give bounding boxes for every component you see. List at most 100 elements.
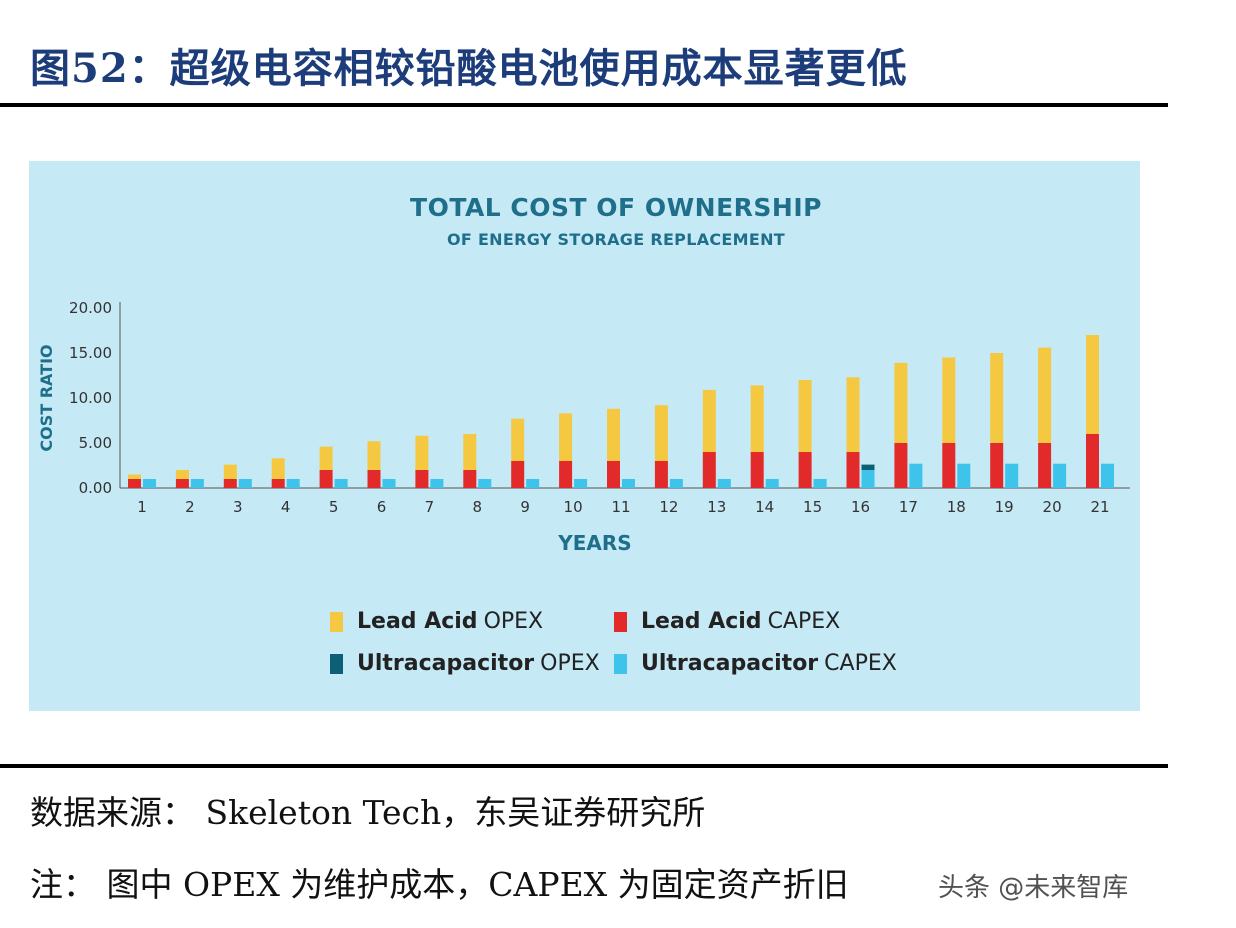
bar-lead-acid-capex-year-13: [702, 452, 716, 488]
bar-ultracapacitor-capex-year-10: [574, 479, 588, 488]
legend-item-lead-capex: Lead Acid CAPEX: [614, 609, 840, 634]
bar-ultracapacitor-capex-year-11: [622, 479, 635, 488]
y-tick-label: 10.00: [69, 389, 112, 407]
legend-item-ultra-opex: Ultracapacitor OPEX: [330, 651, 600, 676]
bar-lead-acid-opex-year-7: [415, 435, 429, 470]
x-tick-label: 18: [947, 498, 966, 516]
chart-subtitle: OF ENERGY STORAGE REPLACEMENT: [446, 230, 786, 249]
y-tick-label: 5.00: [79, 434, 112, 452]
bar-ultracapacitor-capex-year-2: [190, 479, 204, 488]
bar-lead-acid-opex-year-10: [559, 413, 573, 461]
bar-lead-acid-opex-year-20: [1038, 347, 1052, 443]
bar-lead-acid-opex-year-6: [367, 441, 381, 470]
y-tick-label: 15.00: [69, 344, 112, 362]
bar-lead-acid-capex-year-2: [175, 479, 189, 488]
y-tick-label: 0.00: [79, 479, 112, 497]
x-tick-label: 11: [611, 498, 630, 516]
bar-ultracapacitor-capex-year-6: [382, 479, 396, 488]
bar-lead-acid-opex-year-16: [846, 377, 860, 452]
bar-ultracapacitor-capex-year-14: [765, 479, 779, 488]
legend-label-rest: OPEX: [540, 651, 600, 676]
bar-ultracapacitor-capex-year-7: [430, 479, 444, 488]
chart-title: TOTAL COST OF OWNERSHIP: [410, 193, 822, 222]
bar-lead-acid-opex-year-8: [463, 434, 477, 470]
bar-lead-acid-opex-year-13: [702, 389, 716, 452]
bar-ultracapacitor-capex-year-21: [1101, 463, 1114, 488]
bar-ultracapacitor-capex-year-19: [1005, 463, 1019, 488]
legend-label-bold: Ultracapacitor: [641, 651, 819, 676]
legend-item-ultra-capex: Ultracapacitor CAPEX: [614, 651, 897, 676]
y-tick-label: 20.00: [69, 299, 112, 317]
bar-lead-acid-opex-year-15: [798, 380, 812, 452]
x-tick-label: 5: [329, 498, 339, 516]
x-tick-label: 4: [281, 498, 291, 516]
x-tick-label: 6: [377, 498, 387, 516]
figure-title: 图52：超级电容相较铅酸电池使用成本显著更低: [30, 45, 908, 92]
bar-lead-acid-opex-year-12: [654, 405, 668, 461]
bar-lead-acid-capex-year-4: [271, 479, 285, 488]
bar-lead-acid-capex-year-3: [223, 479, 237, 488]
bar-lead-acid-capex-year-21: [1086, 434, 1099, 488]
legend: Lead Acid OPEX Lead Acid CAPEX Ultracapa…: [330, 605, 897, 685]
legend-item-lead-opex: Lead Acid OPEX: [330, 609, 543, 634]
bar-lead-acid-opex-year-2: [175, 470, 189, 479]
bar-lead-acid-capex-year-12: [654, 461, 668, 488]
x-tick-label: 7: [425, 498, 435, 516]
bar-ultracapacitor-capex-year-16: [861, 470, 875, 488]
bar-ultracapacitor-capex-year-5: [334, 479, 348, 488]
bar-lead-acid-opex-year-1: [128, 474, 141, 479]
x-tick-label: 16: [851, 498, 870, 516]
source-text: 数据来源： Skeleton Tech，东吴证券研究所: [30, 793, 706, 832]
y-axis-label: COST RATIO: [37, 344, 56, 451]
x-tick-label: 15: [803, 498, 822, 516]
x-tick-label: 1: [137, 498, 147, 516]
bar-ultracapacitor-capex-year-4: [286, 479, 300, 488]
bar-lead-acid-capex-year-15: [798, 452, 812, 488]
bar-lead-acid-capex-year-7: [415, 470, 429, 488]
bar-lead-acid-capex-year-10: [559, 461, 573, 488]
x-axis-label: YEARS: [557, 531, 631, 555]
bar-ultracapacitor-capex-year-9: [526, 479, 540, 488]
legend-label-rest: CAPEX: [767, 609, 841, 634]
legend-label-bold: Lead Acid: [641, 609, 762, 634]
bar-lead-acid-opex-year-14: [750, 385, 764, 452]
bar-ultracapacitor-capex-year-17: [909, 463, 923, 488]
top-rule: [0, 103, 1168, 107]
bar-lead-acid-opex-year-21: [1086, 335, 1099, 434]
bar-ultracapacitor-capex-year-15: [813, 479, 827, 488]
bar-lead-acid-opex-year-17: [894, 362, 908, 443]
bar-ultracapacitor-opex-year-16: [861, 464, 875, 470]
bar-lead-acid-opex-year-11: [607, 408, 620, 461]
x-tick-label: 12: [659, 498, 678, 516]
bar-lead-acid-capex-year-14: [750, 452, 764, 488]
x-tick-label: 20: [1043, 498, 1062, 516]
x-tick-label: 8: [473, 498, 483, 516]
x-tick-label: 17: [899, 498, 918, 516]
x-tick-label: 3: [233, 498, 243, 516]
bar-lead-acid-capex-year-11: [607, 461, 620, 488]
bar-ultracapacitor-capex-year-3: [238, 479, 252, 488]
x-tick-label: 2: [185, 498, 195, 516]
bar-lead-acid-opex-year-5: [319, 446, 333, 470]
bar-lead-acid-capex-year-16: [846, 452, 860, 488]
x-tick-label: 13: [707, 498, 726, 516]
bar-ultracapacitor-capex-year-1: [143, 479, 156, 488]
legend-label-bold: Ultracapacitor: [357, 651, 535, 676]
x-tick-label: 19: [995, 498, 1014, 516]
bar-lead-acid-opex-year-19: [990, 353, 1004, 443]
legend-label-bold: Lead Acid: [357, 609, 478, 634]
legend-label-rest: OPEX: [483, 609, 544, 634]
bar-ultracapacitor-capex-year-20: [1053, 463, 1067, 488]
bar-ultracapacitor-capex-year-8: [478, 479, 492, 488]
bar-lead-acid-capex-year-19: [990, 443, 1004, 488]
bar-ultracapacitor-capex-year-18: [957, 463, 971, 488]
bar-lead-acid-opex-year-9: [511, 418, 525, 461]
bar-ultracapacitor-capex-year-12: [669, 479, 683, 488]
bar-lead-acid-opex-year-3: [223, 464, 237, 479]
watermark: 头条 @未来智库: [938, 873, 1129, 903]
legend-swatch-lead-opex: [330, 611, 343, 632]
legend-swatch-ultra-capex: [614, 653, 627, 674]
x-tick-label: 10: [564, 498, 583, 516]
x-tick-label: 21: [1090, 498, 1109, 516]
bar-lead-acid-capex-year-18: [942, 443, 956, 488]
